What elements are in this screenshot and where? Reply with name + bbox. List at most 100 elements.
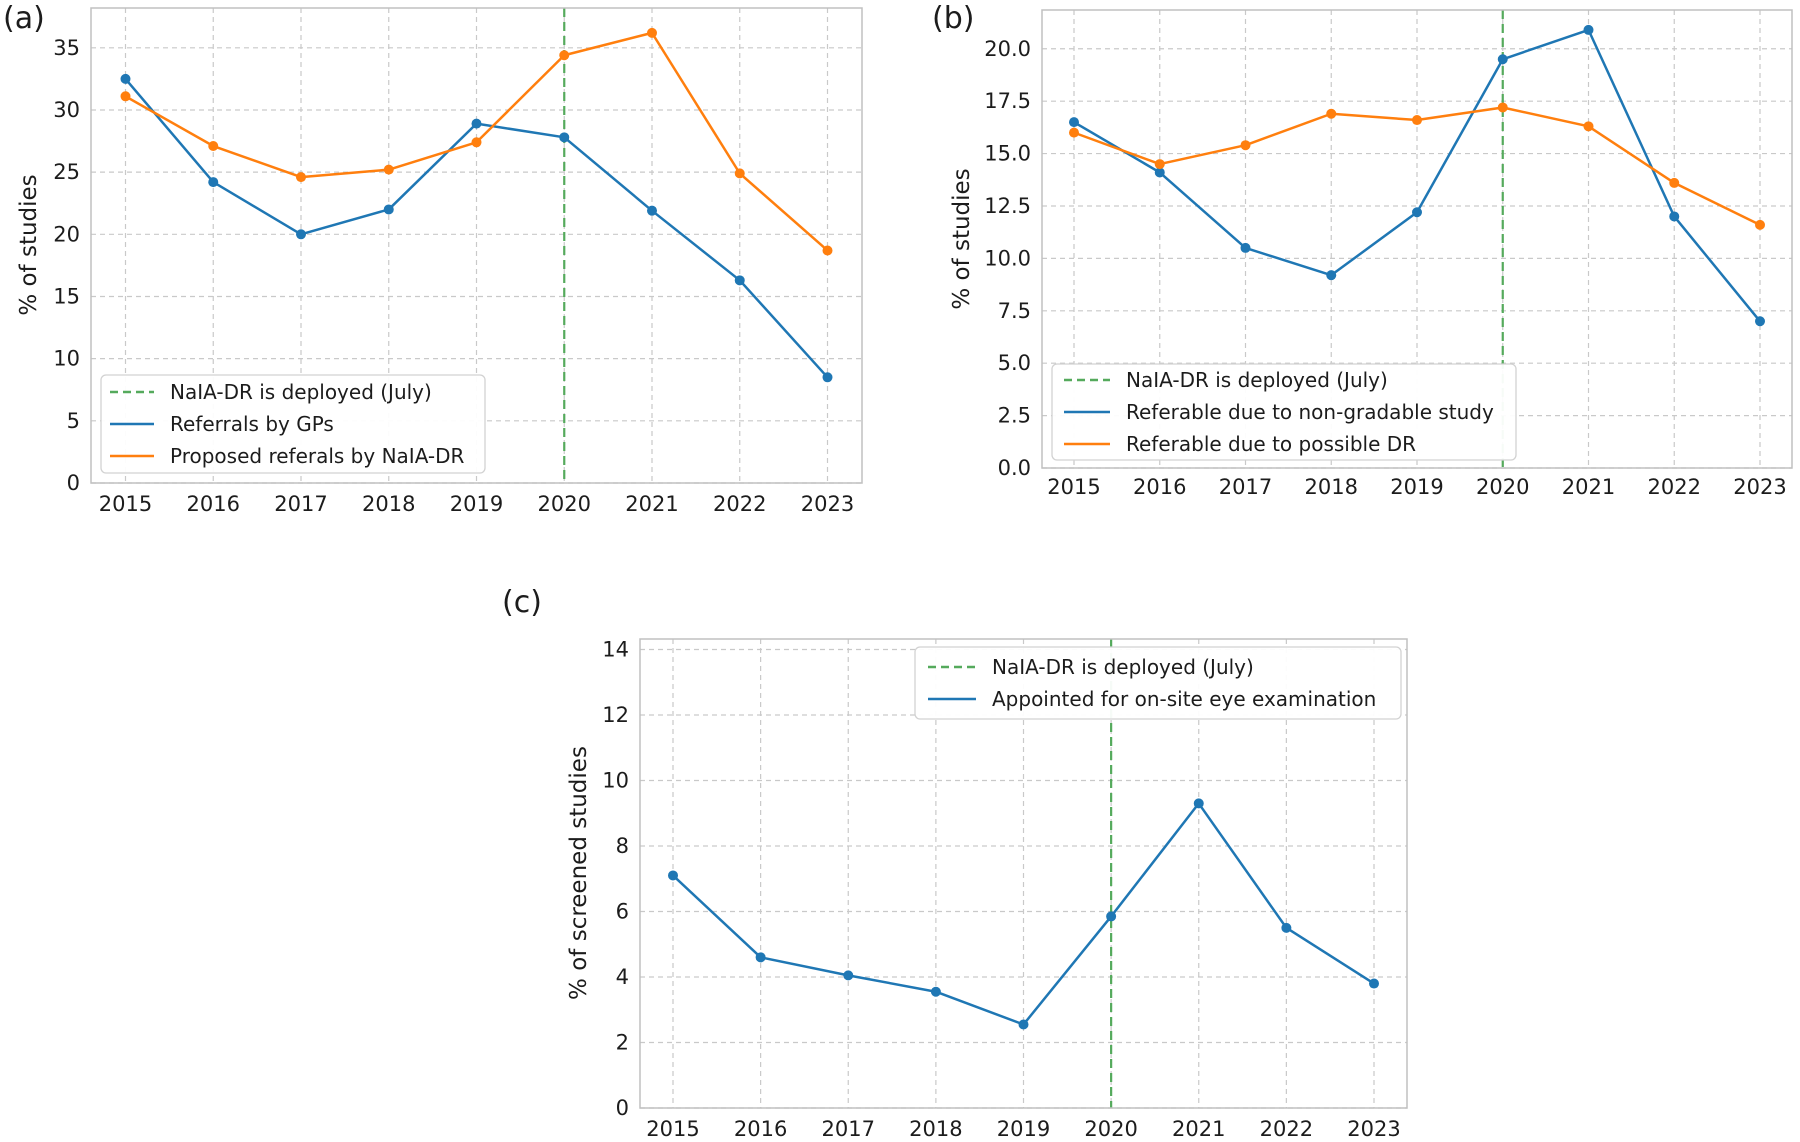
data-point-marker bbox=[1369, 978, 1379, 989]
y-tick-label: 14 bbox=[602, 637, 629, 661]
data-point-marker bbox=[296, 229, 306, 240]
y-tick-label: 8 bbox=[616, 834, 629, 858]
y-tick-label: 25 bbox=[53, 160, 80, 184]
y-tick-label: 7.5 bbox=[998, 299, 1031, 323]
panel-label-b: (b) bbox=[932, 1, 975, 36]
data-point-marker bbox=[1412, 207, 1422, 218]
x-tick-label: 2018 bbox=[362, 492, 415, 516]
data-point-marker bbox=[1412, 115, 1422, 126]
data-point-marker bbox=[208, 141, 219, 152]
y-tick-label: 5 bbox=[67, 409, 80, 433]
data-point-marker bbox=[1583, 24, 1594, 35]
data-point-marker bbox=[1326, 108, 1337, 119]
x-tick-label: 2017 bbox=[274, 492, 327, 516]
x-tick-label: 2019 bbox=[450, 492, 503, 516]
data-point-marker bbox=[1106, 911, 1117, 922]
x-tick-label: 2021 bbox=[625, 492, 678, 516]
x-tick-label: 2015 bbox=[646, 1117, 699, 1141]
x-tick-label: 2016 bbox=[187, 492, 240, 516]
data-point-marker bbox=[1497, 54, 1508, 65]
y-tick-label: 10.0 bbox=[984, 246, 1031, 270]
y-tick-label: 10 bbox=[53, 347, 80, 371]
x-tick-label: 2022 bbox=[1648, 475, 1701, 499]
data-point-marker bbox=[1154, 167, 1165, 178]
y-tick-label: 20.0 bbox=[984, 37, 1031, 61]
plot-frame bbox=[639, 638, 1408, 1109]
data-point-marker bbox=[383, 164, 394, 175]
data-point-marker bbox=[1240, 242, 1251, 253]
x-tick-label: 2015 bbox=[1047, 475, 1100, 499]
y-axis-label-a: % of studies bbox=[16, 174, 42, 316]
panel-label-c: (c) bbox=[502, 585, 542, 620]
chart-panel-a: 2015 2016 2017 2018 2019 2020 2021 2022 20230510… bbox=[53, 7, 863, 516]
y-tick-label: 15 bbox=[53, 284, 80, 308]
x-tick-label: 2023 bbox=[801, 492, 854, 516]
data-point-marker bbox=[1018, 1019, 1029, 1030]
y-tick-label: 12 bbox=[602, 703, 629, 727]
y-tick-label: 2 bbox=[616, 1030, 629, 1054]
y-axis-label-b: % of studies bbox=[949, 168, 975, 310]
x-tick-label: 2017 bbox=[822, 1117, 875, 1141]
y-tick-label: 12.5 bbox=[984, 194, 1031, 218]
data-point-marker bbox=[1069, 127, 1079, 138]
legend-label: NaIA-DR is deployed (July) bbox=[1126, 368, 1388, 392]
data-point-marker bbox=[1755, 316, 1765, 327]
x-tick-label: 2017 bbox=[1219, 475, 1272, 499]
y-tick-label: 5.0 bbox=[998, 351, 1031, 375]
y-axis-label-c: % of screened studies bbox=[566, 746, 592, 1000]
x-tick-label: 2016 bbox=[1133, 475, 1186, 499]
chart-panel-b: 2015 2016 2017 2018 2019 2020 2021 2022 2023 0.0 2… bbox=[984, 9, 1793, 499]
data-point-marker bbox=[1193, 798, 1204, 809]
data-point-marker bbox=[559, 132, 570, 143]
x-tick-label: 2021 bbox=[1172, 1117, 1225, 1141]
x-tick-label: 2020 bbox=[1476, 475, 1529, 499]
y-tick-label: 0 bbox=[67, 471, 80, 495]
y-tick-label: 2.5 bbox=[998, 404, 1031, 428]
data-point-marker bbox=[120, 91, 131, 102]
data-point-marker bbox=[1069, 117, 1079, 128]
y-tick-label: 35 bbox=[53, 36, 80, 60]
legend-label: NaIA-DR is deployed (July) bbox=[170, 380, 432, 404]
data-point-marker bbox=[120, 73, 131, 84]
data-point-marker bbox=[734, 275, 745, 286]
legend: NaIA-DR is deployed (July) Referrals by G… bbox=[100, 374, 486, 474]
data-point-marker bbox=[471, 137, 482, 148]
data-point-marker bbox=[1281, 922, 1292, 933]
y-tick-label: 4 bbox=[616, 965, 629, 989]
x-tick-label: 2023 bbox=[1347, 1117, 1400, 1141]
legend-label: Proposed referals by NaIA-DR bbox=[170, 444, 465, 468]
data-point-marker bbox=[930, 986, 941, 997]
x-tick-label: 2023 bbox=[1733, 475, 1786, 499]
legend-label: Referrals by GPs bbox=[170, 412, 334, 436]
data-point-marker bbox=[1669, 211, 1680, 222]
data-point-marker bbox=[647, 27, 657, 38]
data-point-marker bbox=[1583, 121, 1594, 132]
x-tick-label: 2020 bbox=[1084, 1117, 1137, 1141]
x-tick-label: 2018 bbox=[909, 1117, 962, 1141]
y-tick-label: 0.0 bbox=[998, 456, 1031, 480]
x-tick-label: 2018 bbox=[1305, 475, 1358, 499]
y-tick-label: 10 bbox=[602, 768, 629, 792]
y-tick-label: 0 bbox=[616, 1096, 629, 1120]
plot-frame bbox=[90, 7, 863, 484]
x-tick-label: 2019 bbox=[1390, 475, 1443, 499]
data-point-marker bbox=[647, 205, 657, 216]
data-point-marker bbox=[1755, 219, 1765, 230]
data-point-marker bbox=[1326, 270, 1337, 281]
legend-box bbox=[1051, 363, 1517, 461]
data-point-marker bbox=[471, 118, 482, 129]
x-tick-label: 2022 bbox=[713, 492, 766, 516]
legend-box bbox=[914, 646, 1402, 720]
x-tick-label: 2022 bbox=[1260, 1117, 1313, 1141]
panel-label-a: (a) bbox=[3, 1, 45, 36]
x-tick-label: 2015 bbox=[99, 492, 152, 516]
data-point-marker bbox=[734, 168, 745, 179]
data-point-marker bbox=[296, 172, 306, 183]
y-tick-label: 20 bbox=[53, 222, 80, 246]
y-tick-label: 15.0 bbox=[984, 142, 1031, 166]
y-tick-label: 6 bbox=[616, 899, 629, 923]
data-point-marker bbox=[822, 245, 833, 256]
legend-label: NaIA-DR is deployed (July) bbox=[992, 655, 1254, 679]
data-point-marker bbox=[1669, 177, 1680, 188]
y-tick-label: 17.5 bbox=[984, 89, 1031, 113]
